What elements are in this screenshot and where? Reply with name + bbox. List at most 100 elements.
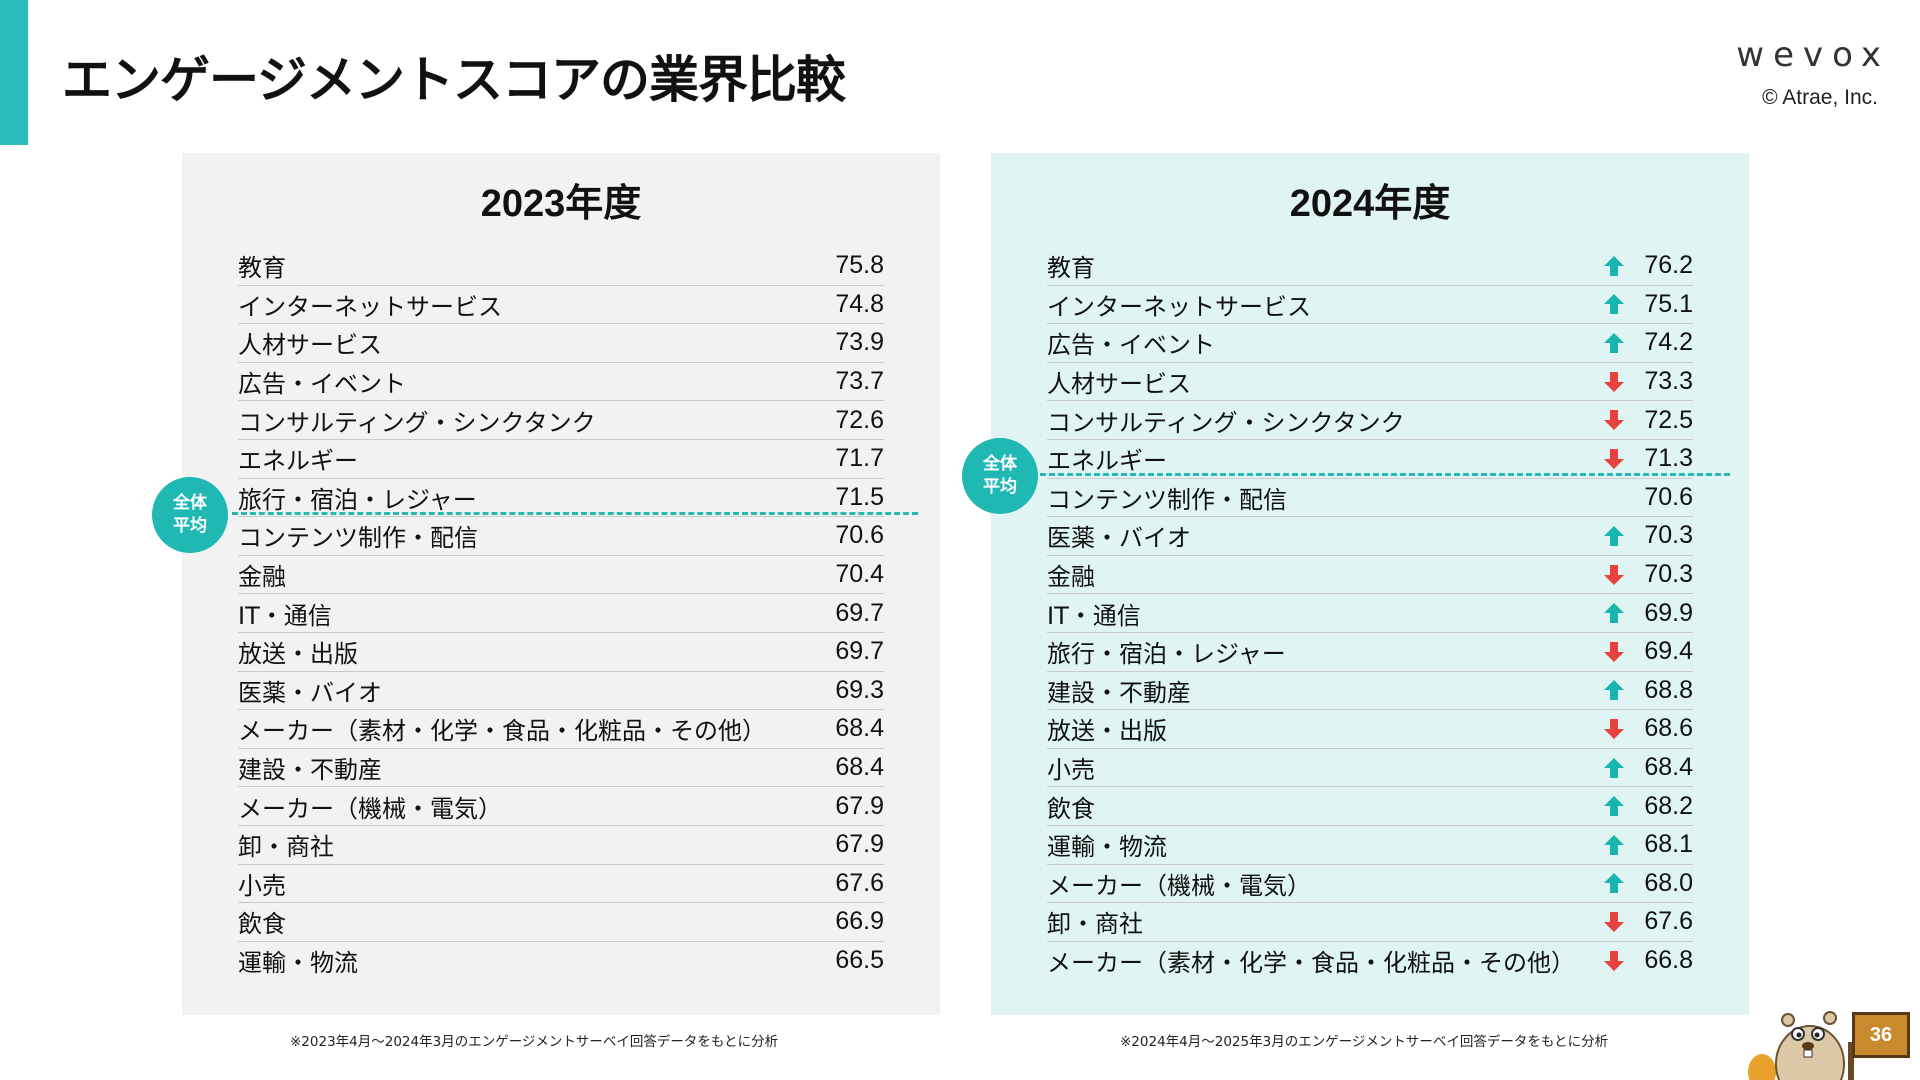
footnote-2024: ※2024年4月〜2025年3月のエンゲージメントサーベイ回答データをもとに分析 (1120, 1034, 1609, 1050)
industry-label: 人材サービス (238, 331, 382, 360)
arrow-up-icon (1601, 870, 1627, 896)
table-row: 医薬・バイオ 69.3 (238, 672, 884, 711)
score-value: 73.7 (835, 367, 884, 396)
arrow-up-icon (1601, 600, 1627, 626)
industry-label: インターネットサービス (238, 292, 502, 321)
table-row: IT・通信 69.7 (238, 594, 884, 633)
arrow-down-icon (1601, 639, 1627, 665)
industry-label: 運輸・物流 (238, 949, 358, 978)
wevox-logo: wevox (1736, 35, 1890, 75)
industry-label: 教育 (1047, 254, 1095, 283)
score-value: 72.6 (835, 405, 884, 434)
industry-label: エネルギー (1047, 447, 1167, 476)
average-badge-line1: 全体 (173, 493, 207, 514)
industry-label: 運輸・物流 (1047, 833, 1167, 862)
industry-label: 広告・イベント (238, 370, 406, 399)
industry-label: コンテンツ制作・配信 (1047, 485, 1287, 514)
industry-label: 飲食 (238, 910, 286, 939)
footnote-2023: ※2023年4月〜2024年3月のエンゲージメントサーベイ回答データをもとに分析 (290, 1034, 779, 1050)
table-row: 運輸・物流 66.5 (238, 942, 884, 981)
panel-2023-title: 2023年度 (480, 183, 642, 225)
arrow-down-icon (1601, 407, 1627, 433)
arrow-down-icon (1601, 716, 1627, 742)
table-row: メーカー（素材・化学・食品・化粧品・その他） 66.8 (1047, 942, 1693, 981)
table-row: インターネットサービス 74.8 (238, 286, 884, 325)
table-row: 運輸・物流 68.1 (1047, 826, 1693, 865)
industry-label: インターネットサービス (1047, 292, 1311, 321)
score-value: 69.9 (1644, 598, 1693, 627)
score-value: 71.7 (835, 444, 884, 473)
table-row: 旅行・宿泊・レジャー 71.5 (238, 479, 884, 518)
score-value: 75.8 (835, 251, 884, 280)
score-value: 68.4 (835, 714, 884, 743)
table-row: 広告・イベント 73.7 (238, 363, 884, 402)
ranking-list-2024: 教育 76.2 インターネットサービス 75.1 広告・イベント 74.2 人材サービス 73… (1047, 247, 1693, 980)
score-value: 72.5 (1644, 405, 1693, 434)
industry-label: コンサルティング・シンクタンク (238, 408, 596, 437)
score-value: 66.9 (835, 907, 884, 936)
arrow-up-icon (1601, 832, 1627, 858)
score-value: 68.6 (1644, 714, 1693, 743)
average-badge-line2: 平均 (983, 477, 1017, 497)
arrow-up-icon (1601, 253, 1627, 279)
arrow-down-icon (1601, 562, 1627, 588)
table-row: エネルギー 71.7 (238, 440, 884, 479)
industry-label: 医薬・バイオ (238, 678, 382, 707)
brand-block: wevox © Atrae, Inc. (1736, 38, 1890, 110)
industry-label: 飲食 (1047, 794, 1095, 823)
page-title: エンゲージメントスコアの業界比較 (62, 51, 846, 109)
table-row: 卸・商社 67.9 (238, 826, 884, 865)
table-row: インターネットサービス 75.1 (1047, 286, 1693, 325)
table-row: コンテンツ制作・配信 70.6 (1047, 479, 1693, 518)
score-value: 68.4 (1644, 753, 1693, 782)
table-row: 旅行・宿泊・レジャー 69.4 (1047, 633, 1693, 672)
accent-bar (0, 0, 28, 145)
industry-label: 放送・出版 (1047, 717, 1167, 746)
industry-label: 建設・不動産 (1047, 678, 1191, 707)
table-row: メーカー（機械・電気） 68.0 (1047, 865, 1693, 904)
score-value: 68.2 (1644, 791, 1693, 820)
industry-label: 人材サービス (1047, 370, 1191, 399)
table-row: コンサルティング・シンクタンク 72.6 (238, 401, 884, 440)
table-row: 建設・不動産 68.4 (238, 749, 884, 788)
industry-label: IT・通信 (238, 601, 332, 630)
arrow-down-icon (1601, 909, 1627, 935)
industry-label: メーカー（機械・電気） (1047, 871, 1311, 900)
industry-label: 放送・出版 (238, 640, 358, 669)
average-badge-line2: 平均 (173, 516, 207, 536)
arrow-down-icon (1601, 948, 1627, 974)
industry-label: 金融 (238, 563, 286, 592)
no-change-spacer (1601, 484, 1627, 510)
table-row: 卸・商社 67.6 (1047, 903, 1693, 942)
beaver-mascot-icon (1748, 1011, 1854, 1080)
table-row: 医薬・バイオ 70.3 (1047, 517, 1693, 556)
copyright-text: © Atrae, Inc. (1762, 86, 1878, 109)
industry-label: 小売 (238, 871, 286, 900)
table-row: 教育 75.8 (238, 247, 884, 286)
table-row: 小売 67.6 (238, 865, 884, 904)
industry-label: コンテンツ制作・配信 (238, 524, 478, 553)
industry-label: 旅行・宿泊・レジャー (1047, 640, 1286, 669)
table-row: 広告・イベント 74.2 (1047, 324, 1693, 363)
table-row: 放送・出版 68.6 (1047, 710, 1693, 749)
score-value: 69.7 (835, 637, 884, 666)
industry-label: 金融 (1047, 563, 1095, 592)
industry-label: 医薬・バイオ (1047, 524, 1191, 553)
table-row: 建設・不動産 68.8 (1047, 672, 1693, 711)
panel-2023: 2023年度 教育 75.8 インターネットサービス 74.8 人材サービス 73.9 広告… (182, 153, 940, 1015)
average-line-2023 (232, 512, 918, 515)
industry-label: メーカー（素材・化学・食品・化粧品・その他） (1047, 949, 1575, 978)
score-value: 70.4 (835, 560, 884, 589)
table-row: 放送・出版 69.7 (238, 633, 884, 672)
industry-label: 建設・不動産 (238, 756, 382, 785)
score-value: 68.8 (1644, 675, 1693, 704)
table-row: エネルギー 71.3 (1047, 440, 1693, 479)
arrow-up-icon (1601, 330, 1627, 356)
score-value: 71.5 (835, 482, 884, 511)
score-value: 67.9 (835, 791, 884, 820)
table-row: 教育 76.2 (1047, 247, 1693, 286)
table-row: コンテンツ制作・配信 70.6 (238, 517, 884, 556)
arrow-up-icon (1601, 755, 1627, 781)
industry-label: コンサルティング・シンクタンク (1047, 408, 1405, 437)
score-value: 70.3 (1644, 560, 1693, 589)
